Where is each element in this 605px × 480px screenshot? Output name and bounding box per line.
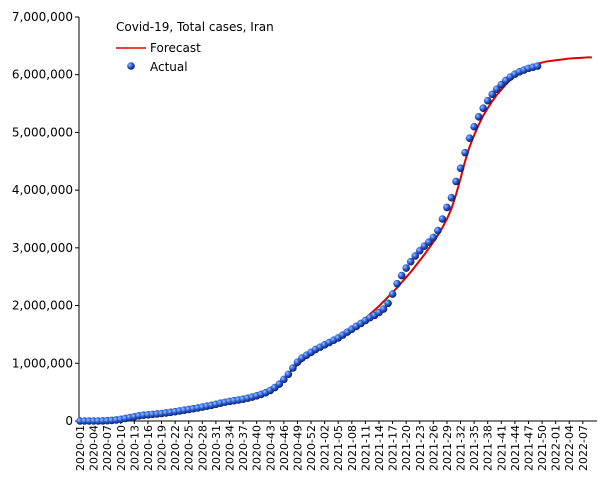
x-tick-label: 2021-05 [332, 425, 345, 471]
actual-point [483, 96, 492, 105]
x-tick-label: 2021-08 [346, 425, 359, 471]
actual-point [397, 271, 406, 280]
x-tick-label: 2020-37 [237, 425, 250, 471]
legend-swatch [127, 62, 135, 70]
x-tick-label: 2020-13 [128, 425, 141, 471]
x-tick-label: 2021-02 [319, 425, 332, 471]
x-tick-label: 2021-14 [373, 425, 386, 471]
x-tick-label: 2020-16 [142, 425, 155, 471]
actual-point [388, 290, 397, 298]
actual-point [452, 177, 460, 186]
actual-point [470, 122, 478, 131]
chart-title: Covid-19, Total cases, Iran [116, 20, 274, 34]
x-tick-label: 2021-26 [427, 425, 440, 471]
x-tick-label: 2020-07 [101, 425, 114, 471]
actual-point [379, 305, 388, 313]
x-tick-label: 2020-28 [196, 425, 209, 471]
actual-point [393, 279, 401, 288]
x-tick-label: 2020-46 [278, 425, 291, 471]
x-tick-label: 2020-22 [169, 425, 182, 471]
actual-point [438, 215, 447, 223]
actual-point [465, 134, 474, 142]
actual-point [284, 370, 293, 379]
actual-point [533, 62, 542, 70]
x-tick-label: 2020-19 [156, 425, 169, 471]
y-tick-label: 4,000,000 [12, 183, 73, 197]
actual-point [289, 364, 297, 372]
forecast-line [79, 56, 592, 421]
x-tick-label: 2020-25 [183, 425, 196, 471]
actual-point [447, 193, 456, 202]
x-tick-label: 2021-20 [400, 425, 413, 471]
x-tick-label: 2021-29 [441, 425, 454, 471]
x-tick-label: 2020-43 [264, 425, 277, 471]
x-tick-label: 2020-31 [210, 425, 223, 471]
actual-point [384, 299, 392, 308]
x-tick-label: 2022-04 [563, 425, 576, 471]
x-tick-label: 2020-01 [74, 425, 87, 471]
actual-point [488, 90, 497, 99]
x-tick-label: 2020-04 [88, 425, 101, 471]
actual-point [429, 233, 438, 242]
y-tick-label: 7,000,000 [12, 10, 73, 24]
x-tick-label: 2021-44 [509, 425, 522, 471]
x-tick-label: 2020-49 [291, 425, 304, 471]
actual-point [474, 113, 483, 121]
x-tick-label: 2020-52 [305, 425, 318, 471]
actual-point [434, 226, 442, 235]
actual-point [456, 164, 465, 173]
x-tick-label: 2020-34 [223, 425, 236, 471]
x-tick-label: 2022-01 [550, 425, 563, 471]
y-tick-label: 1,000,000 [12, 356, 73, 370]
x-tick-label: 2021-35 [468, 425, 481, 471]
x-tick-label: 2022-07 [577, 425, 590, 471]
x-tick-label: 2021-32 [455, 425, 468, 471]
y-tick-label: 0 [65, 414, 73, 428]
y-tick-label: 6,000,000 [12, 68, 73, 82]
x-tick-label: 2020-10 [115, 425, 128, 471]
actual-point [461, 148, 469, 157]
legend-label: Actual [150, 60, 188, 74]
x-tick-label: 2021-47 [522, 425, 535, 471]
actual-point [402, 264, 410, 272]
x-tick-label: 2021-41 [495, 425, 508, 471]
x-tick-label: 2021-50 [536, 425, 549, 471]
x-tick-label: 2021-17 [387, 425, 400, 471]
y-tick-label: 5,000,000 [12, 125, 73, 139]
actual-point [479, 104, 487, 112]
x-tick-label: 2021-11 [359, 425, 372, 471]
actual-point [443, 203, 451, 212]
x-tick-label: 2021-38 [482, 425, 495, 471]
y-tick-label: 2,000,000 [12, 299, 73, 313]
actual-point [406, 257, 415, 266]
x-tick-label: 2020-40 [251, 425, 264, 471]
actual-point [411, 252, 420, 260]
actual-point [280, 375, 288, 384]
legend-label: Forecast [150, 41, 201, 55]
x-tick-label: 2021-23 [414, 425, 427, 471]
y-tick-label: 3,000,000 [12, 241, 73, 255]
